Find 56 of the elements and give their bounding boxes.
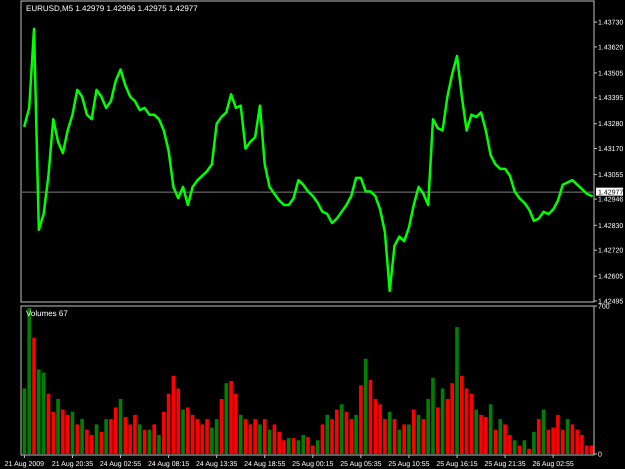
bar: [455, 327, 459, 454]
bar: [398, 430, 402, 454]
bar: [494, 430, 498, 454]
bar: [412, 410, 416, 454]
bar: [359, 385, 363, 454]
bar: [512, 440, 516, 454]
bar: [32, 338, 36, 454]
bar: [148, 430, 152, 454]
bar: [407, 424, 411, 454]
bar: [316, 440, 320, 454]
bar: [181, 410, 185, 454]
bar: [70, 412, 74, 454]
bar: [56, 399, 60, 454]
bar: [80, 419, 84, 454]
bar: [258, 424, 262, 454]
chart-title: Volumes 67: [26, 309, 68, 318]
bar: [364, 358, 368, 454]
bar: [286, 438, 291, 454]
line-series: [23, 28, 593, 292]
bar: [152, 424, 156, 454]
bar: [320, 424, 324, 454]
bar: [402, 424, 406, 454]
bar: [75, 424, 80, 454]
bar: [100, 432, 104, 454]
bar: [474, 410, 478, 454]
bar: [518, 446, 522, 454]
bar: [542, 410, 546, 454]
bar: [498, 419, 502, 454]
bar: [522, 440, 526, 454]
bar: [440, 388, 444, 454]
bar: [104, 419, 108, 454]
bar: [536, 419, 541, 454]
bar: [416, 414, 420, 454]
bar: [142, 430, 146, 454]
bar: [118, 399, 122, 454]
bar: [157, 434, 161, 454]
bar: [354, 414, 358, 454]
bar: [224, 383, 228, 454]
bar: [325, 414, 330, 454]
bar: [566, 419, 570, 454]
bar: [238, 414, 243, 454]
bar: [392, 419, 396, 454]
bar: [488, 404, 492, 454]
bar: [220, 399, 224, 454]
bar: [262, 419, 267, 454]
bar: [532, 432, 536, 454]
bar: [422, 419, 426, 454]
chart-title: EURUSD,M5 1.42979 1.42996 1.42975 1.42977: [26, 4, 198, 13]
bar: [527, 448, 531, 454]
bar: [268, 430, 272, 454]
bar: [436, 407, 440, 454]
bar: [138, 424, 142, 454]
bar: [292, 438, 296, 454]
bar: [340, 404, 344, 454]
bar: [94, 424, 98, 454]
bar: [388, 412, 392, 454]
